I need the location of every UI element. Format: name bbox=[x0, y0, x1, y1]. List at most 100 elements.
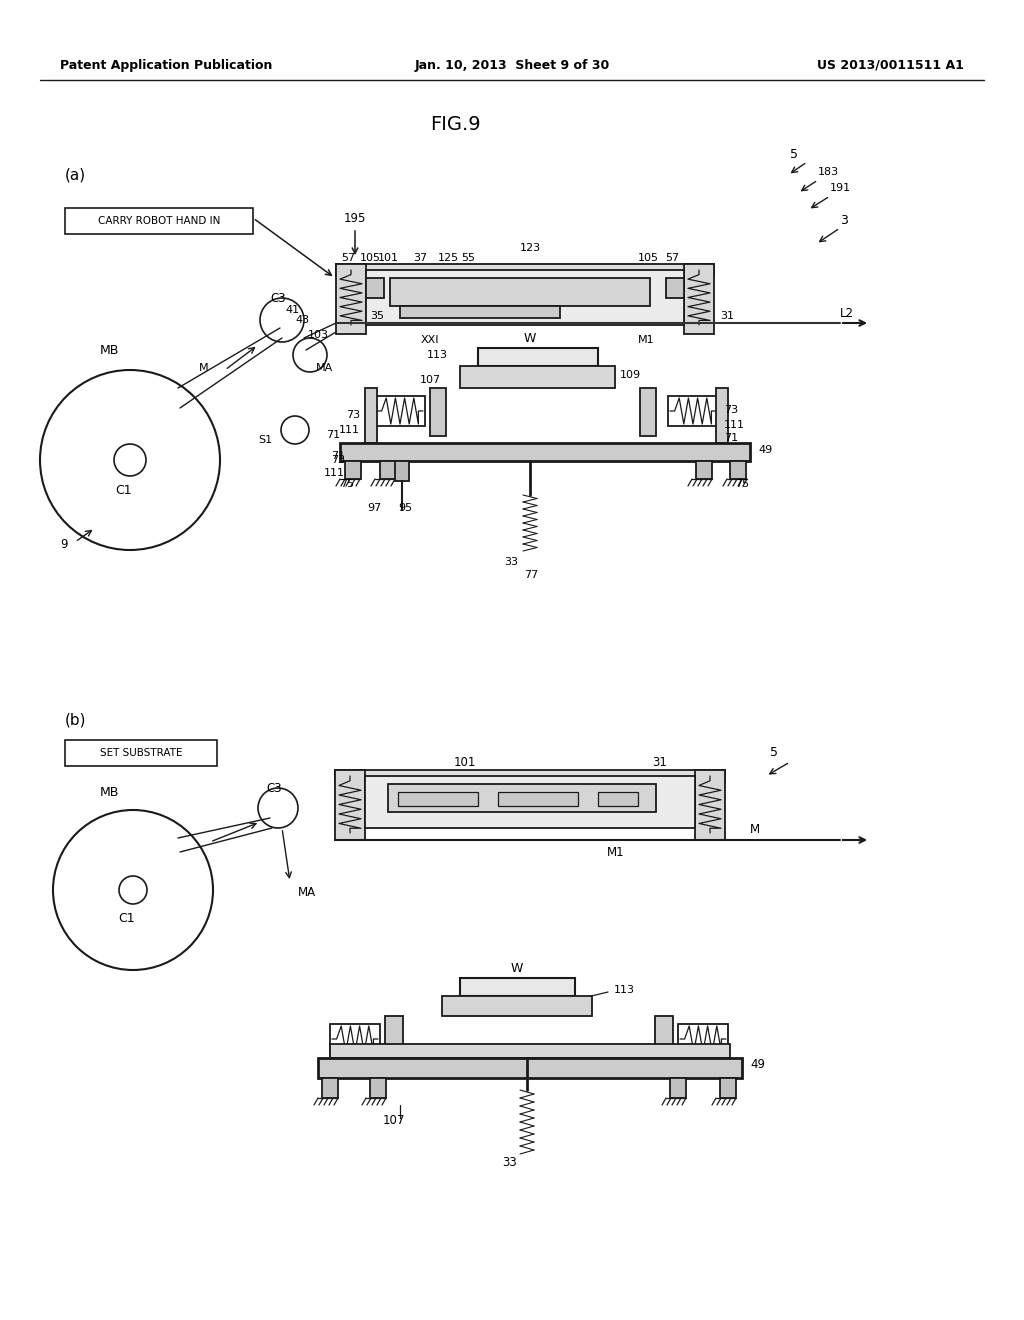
Text: 43: 43 bbox=[295, 315, 309, 325]
Bar bbox=[366, 271, 684, 325]
Text: 31: 31 bbox=[720, 312, 734, 321]
Bar bbox=[720, 1078, 736, 1098]
Text: (b): (b) bbox=[65, 713, 86, 727]
Bar bbox=[498, 792, 578, 807]
Text: MB: MB bbox=[100, 343, 120, 356]
Circle shape bbox=[40, 370, 220, 550]
Circle shape bbox=[53, 810, 213, 970]
Text: 111: 111 bbox=[339, 425, 360, 436]
Text: M1: M1 bbox=[638, 335, 654, 345]
Text: 107: 107 bbox=[420, 375, 440, 385]
Bar bbox=[730, 461, 746, 479]
Bar bbox=[65, 209, 253, 234]
Bar bbox=[65, 741, 217, 766]
Bar bbox=[385, 1016, 403, 1068]
Text: 195: 195 bbox=[344, 211, 367, 224]
Circle shape bbox=[114, 444, 146, 477]
Text: 5: 5 bbox=[770, 746, 778, 759]
Text: 183: 183 bbox=[818, 168, 839, 177]
Text: 75: 75 bbox=[735, 479, 750, 488]
Text: 71: 71 bbox=[326, 430, 340, 440]
Bar bbox=[388, 784, 656, 812]
Text: 111: 111 bbox=[324, 469, 345, 478]
Bar bbox=[598, 792, 638, 807]
Bar bbox=[460, 366, 615, 388]
Text: Patent Application Publication: Patent Application Publication bbox=[60, 58, 272, 71]
Text: (a): (a) bbox=[65, 168, 86, 182]
Text: 35: 35 bbox=[370, 312, 384, 321]
Text: 191: 191 bbox=[830, 183, 851, 193]
Text: 77: 77 bbox=[524, 570, 539, 579]
Bar bbox=[330, 1044, 730, 1059]
Bar bbox=[336, 264, 714, 276]
Bar bbox=[365, 388, 377, 444]
Text: C1: C1 bbox=[118, 912, 134, 924]
Bar bbox=[380, 461, 396, 479]
Text: W: W bbox=[511, 961, 523, 974]
Bar bbox=[716, 388, 728, 444]
Circle shape bbox=[293, 338, 327, 372]
Text: 31: 31 bbox=[652, 755, 668, 768]
Text: 113: 113 bbox=[427, 350, 449, 360]
Bar bbox=[678, 1024, 728, 1053]
Bar bbox=[365, 776, 695, 828]
Bar bbox=[335, 770, 365, 840]
Bar bbox=[370, 1078, 386, 1098]
Text: 73: 73 bbox=[331, 455, 345, 465]
Bar bbox=[340, 444, 750, 461]
Text: W: W bbox=[524, 331, 537, 345]
Bar bbox=[390, 279, 650, 306]
Text: S1: S1 bbox=[258, 436, 272, 445]
Text: 37: 37 bbox=[413, 253, 427, 263]
Bar bbox=[668, 396, 718, 426]
Text: L2: L2 bbox=[840, 308, 854, 319]
Text: 105: 105 bbox=[360, 253, 381, 263]
Text: 49: 49 bbox=[750, 1059, 765, 1072]
Bar bbox=[430, 388, 446, 436]
Text: FIG.9: FIG.9 bbox=[430, 116, 480, 135]
Text: Jan. 10, 2013  Sheet 9 of 30: Jan. 10, 2013 Sheet 9 of 30 bbox=[415, 58, 609, 71]
Bar bbox=[666, 279, 684, 298]
Text: 101: 101 bbox=[454, 755, 476, 768]
Text: 71: 71 bbox=[331, 451, 345, 461]
Text: 71: 71 bbox=[724, 433, 738, 444]
Text: 101: 101 bbox=[378, 253, 398, 263]
Text: 5: 5 bbox=[790, 149, 798, 161]
Bar bbox=[640, 388, 656, 436]
Circle shape bbox=[258, 788, 298, 828]
Text: M1: M1 bbox=[607, 846, 625, 858]
Text: 95: 95 bbox=[398, 503, 412, 513]
Text: 123: 123 bbox=[519, 243, 541, 253]
Bar bbox=[398, 792, 478, 807]
Text: M: M bbox=[199, 363, 208, 374]
Bar bbox=[395, 461, 409, 480]
Circle shape bbox=[260, 298, 304, 342]
Text: 9: 9 bbox=[60, 539, 68, 552]
Circle shape bbox=[119, 876, 147, 904]
Text: US 2013/0011511 A1: US 2013/0011511 A1 bbox=[817, 58, 964, 71]
Text: C3: C3 bbox=[266, 781, 282, 795]
Text: 57: 57 bbox=[341, 253, 355, 263]
Text: XXI: XXI bbox=[421, 335, 439, 345]
Bar bbox=[696, 461, 712, 479]
Text: C3: C3 bbox=[270, 292, 286, 305]
Bar bbox=[345, 461, 361, 479]
Bar bbox=[318, 1059, 742, 1078]
Bar bbox=[322, 1078, 338, 1098]
Text: C1: C1 bbox=[115, 483, 132, 496]
Text: 125: 125 bbox=[437, 253, 459, 263]
Bar bbox=[335, 770, 725, 781]
Text: 111: 111 bbox=[724, 420, 745, 430]
Text: 75: 75 bbox=[340, 479, 354, 488]
Bar bbox=[375, 396, 425, 426]
Bar bbox=[442, 997, 592, 1016]
Text: CARRY ROBOT HAND IN: CARRY ROBOT HAND IN bbox=[98, 216, 220, 226]
Text: 113: 113 bbox=[614, 985, 635, 995]
Bar bbox=[478, 348, 598, 366]
Bar bbox=[400, 306, 560, 318]
Text: 97: 97 bbox=[368, 503, 382, 513]
Text: 107: 107 bbox=[383, 1114, 406, 1126]
Text: MA: MA bbox=[316, 363, 333, 374]
Text: 3: 3 bbox=[840, 214, 848, 227]
Bar bbox=[330, 1024, 380, 1053]
